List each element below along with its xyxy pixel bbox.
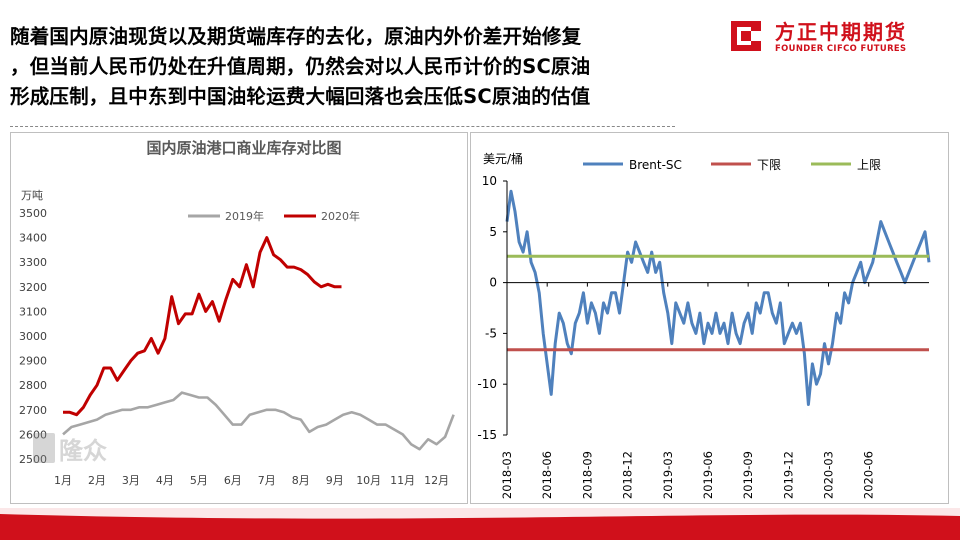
- legend-label: Brent-SC: [629, 158, 682, 172]
- y-tick-label: 3000: [19, 330, 47, 343]
- x-axis-ticks: 2018-03 2018-06 2018-09 2018-12 2019-03 2019-…: [500, 282, 876, 499]
- series-group: [62, 236, 455, 451]
- y-axis-ticks: 10 5 0 -5 -10 -15: [477, 174, 507, 442]
- x-tick-label: 12月: [424, 474, 449, 487]
- chart-background: [11, 133, 467, 503]
- y-tick-label: 0: [489, 276, 497, 290]
- watermark-text: 隆众: [59, 437, 107, 465]
- x-tick-label: 2018-06: [540, 451, 554, 499]
- legend: 2019年 2020年: [188, 209, 360, 223]
- y-tick-label: 3300: [19, 256, 47, 269]
- x-tick-label: 2019-09: [741, 451, 755, 499]
- x-tick-label: 1月: [54, 474, 72, 487]
- y-tick-label: 2600: [19, 428, 47, 441]
- y-tick-label: 2500: [19, 453, 47, 466]
- y-tick-label: 2700: [19, 404, 47, 417]
- series-line-2020年: [63, 236, 342, 417]
- chart-title: 国内原油港口商业库存对比图: [146, 139, 341, 157]
- y-tick-label: 10: [482, 174, 497, 188]
- y-tick-label: -10: [477, 377, 497, 391]
- footer-bar: [0, 508, 960, 540]
- y-axis-label: 美元/桶: [483, 151, 523, 166]
- x-tick-label: 2020-03: [822, 451, 836, 499]
- x-tick-label: 11月: [390, 474, 415, 487]
- legend-label: 2019年: [225, 209, 264, 223]
- company-logo: 方正中期期货 FOUNDER CIFCO FUTURES: [727, 14, 952, 58]
- y-tick-label: 5: [489, 225, 497, 239]
- x-tick-label: 2018-12: [621, 451, 635, 499]
- headline: 随着国内原油现货以及期货端库存的去化，原油内外价差开始修复 ，但当前人民币仍处在…: [10, 22, 715, 112]
- series-line-Brent-SC: [505, 189, 931, 406]
- x-axis-ticks: 1月 2月 3月 4月 5月 6月 7月 8月 9月 10月 11月 12月: [54, 474, 449, 487]
- spread-chart-panel: 美元/桶 Brent-SC 下限 上限 10 5 0 -5 -10 -15 2018-03 20…: [470, 132, 949, 504]
- logo-chinese-name: 方正中期期货: [775, 20, 907, 44]
- x-tick-label: 9月: [326, 474, 344, 487]
- headline-line-3: 形成压制，且中东到中国油轮运费大幅回落也会压低SC原油的估值: [10, 85, 591, 108]
- y-axis-label: 万吨: [21, 189, 43, 202]
- y-tick-label: -5: [485, 326, 497, 340]
- x-tick-label: 2019-06: [701, 451, 715, 499]
- headline-line-1: 随着国内原油现货以及期货端库存的去化，原油内外价差开始修复: [10, 25, 582, 48]
- footer-wave: [0, 508, 960, 519]
- x-tick-label: 2020-06: [862, 451, 876, 499]
- x-tick-label: 2019-03: [661, 451, 675, 499]
- y-tick-label: 3400: [19, 232, 47, 245]
- legend-label: 上限: [857, 158, 881, 172]
- y-tick-label: 3200: [19, 281, 47, 294]
- y-tick-label: 3500: [19, 207, 47, 220]
- x-tick-label: 4月: [156, 474, 174, 487]
- series-group: [505, 189, 931, 406]
- watermark-logo-icon: [33, 433, 55, 463]
- inventory-chart-panel: 国内原油港口商业库存对比图 万吨 2019年 2020年 2500 2600 2700…: [10, 132, 468, 504]
- founder-logo-icon: [731, 21, 761, 51]
- chart-background: [471, 133, 948, 503]
- x-tick-label: 6月: [224, 474, 242, 487]
- header-divider: [10, 126, 675, 127]
- x-tick-label: 2月: [88, 474, 106, 487]
- x-tick-label: 2018-03: [500, 451, 514, 499]
- x-tick-label: 8月: [292, 474, 310, 487]
- x-tick-label: 7月: [258, 474, 276, 487]
- y-tick-label: 2800: [19, 379, 47, 392]
- x-tick-label: 2019-12: [781, 451, 795, 499]
- x-tick-label: 3月: [122, 474, 140, 487]
- x-tick-label: 10月: [356, 474, 381, 487]
- logo-english-name: FOUNDER CIFCO FUTURES: [775, 43, 907, 53]
- headline-line-2: ，但当前人民币仍处在升值周期，仍然会对以人民币计价的SC原油: [10, 55, 591, 78]
- watermark: 隆众: [33, 433, 107, 465]
- legend-label: 2020年: [321, 209, 360, 223]
- y-tick-label: 2900: [19, 355, 47, 368]
- inventory-chart: 国内原油港口商业库存对比图 万吨 2019年 2020年 2500 2600 2700…: [11, 133, 467, 503]
- y-axis-ticks: 2500 2600 2700 2800 2900 3000 3100 3200 3300 3400…: [19, 207, 47, 466]
- x-tick-label: 5月: [190, 474, 208, 487]
- legend-label: 下限: [757, 158, 781, 172]
- x-tick-label: 2018-09: [580, 451, 594, 499]
- y-tick-label: 3100: [19, 305, 47, 318]
- series-line-2019年: [62, 391, 455, 451]
- legend: Brent-SC 下限 上限: [583, 158, 881, 172]
- y-tick-label: -15: [477, 428, 497, 442]
